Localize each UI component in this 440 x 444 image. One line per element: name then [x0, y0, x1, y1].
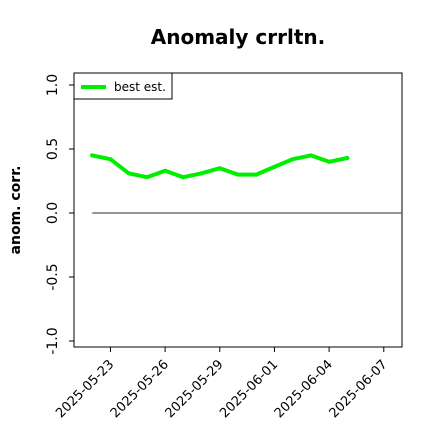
data-point — [327, 159, 332, 164]
y-tick-label: -1.0 — [45, 327, 61, 354]
data-point — [108, 157, 113, 162]
x-tick-label: 2025-06-07 — [327, 357, 391, 421]
y-tick-label: 0.0 — [45, 202, 61, 224]
legend: best est. — [73, 72, 173, 100]
data-point — [126, 171, 131, 176]
data-point — [308, 153, 313, 158]
data-point — [345, 155, 350, 160]
plot-layer: -1.0-0.50.00.51.02025-05-232025-05-26202… — [45, 72, 403, 421]
legend-label: best est. — [114, 80, 166, 94]
plot-frame — [73, 72, 403, 348]
y-axis-label: anom. corr. — [8, 166, 24, 255]
y-tick-label: -0.5 — [45, 263, 61, 290]
data-point — [181, 175, 186, 180]
data-point — [290, 157, 295, 162]
chart-title: Anomaly crrltn. — [151, 25, 325, 49]
data-point — [163, 168, 168, 173]
data-point — [217, 166, 222, 171]
data-point — [272, 164, 277, 169]
y-tick-label: 1.0 — [45, 74, 61, 96]
data-point — [236, 172, 240, 177]
data-point — [199, 171, 204, 176]
data-point — [144, 175, 149, 180]
data-point — [90, 153, 95, 158]
y-tick-label: 0.5 — [45, 138, 61, 160]
data-point — [254, 172, 259, 177]
